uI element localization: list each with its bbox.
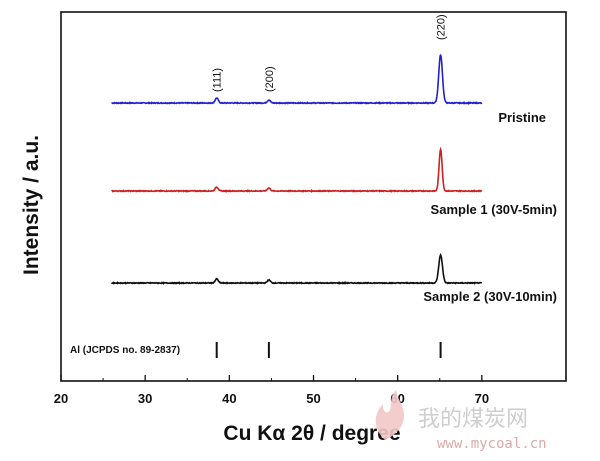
peak-label: (200) bbox=[264, 66, 276, 92]
series-line-0 bbox=[111, 53, 483, 105]
x-axis-ticks: 203040506070 bbox=[54, 375, 489, 406]
plot-frame bbox=[60, 11, 567, 382]
flame-logo-icon bbox=[375, 390, 404, 440]
series-label-pristine: Pristine bbox=[498, 110, 546, 125]
series-line-1 bbox=[111, 146, 483, 194]
y-axis-title: Intensity / a.u. bbox=[20, 135, 43, 275]
x-tick-label: 30 bbox=[138, 391, 152, 406]
series-line-2 bbox=[111, 253, 483, 286]
peak-label: (220) bbox=[436, 14, 448, 40]
peak-labels: (111) (200) (220) bbox=[212, 14, 448, 92]
series-lines bbox=[111, 53, 483, 286]
x-axis-title: Cu Kα 2θ / degree bbox=[223, 422, 400, 445]
series-label-sample-2: Sample 2 (30V-10min) bbox=[423, 289, 557, 304]
peak-label: (111) bbox=[212, 68, 224, 92]
series-label-sample-1: Sample 1 (30V-5min) bbox=[431, 202, 557, 217]
reference-bars bbox=[215, 342, 442, 358]
x-tick-label: 20 bbox=[54, 391, 68, 406]
watermark-url: www.mycoal.cn bbox=[437, 436, 547, 452]
reference-label: Al (JCPDS no. 89-2837) bbox=[70, 345, 180, 356]
x-tick-label: 40 bbox=[222, 391, 236, 406]
watermark: 我的煤炭网 www.mycoal.cn bbox=[375, 390, 547, 452]
x-tick-label: 70 bbox=[475, 391, 489, 406]
watermark-text: 我的煤炭网 bbox=[418, 407, 528, 432]
x-tick-label: 50 bbox=[306, 391, 320, 406]
